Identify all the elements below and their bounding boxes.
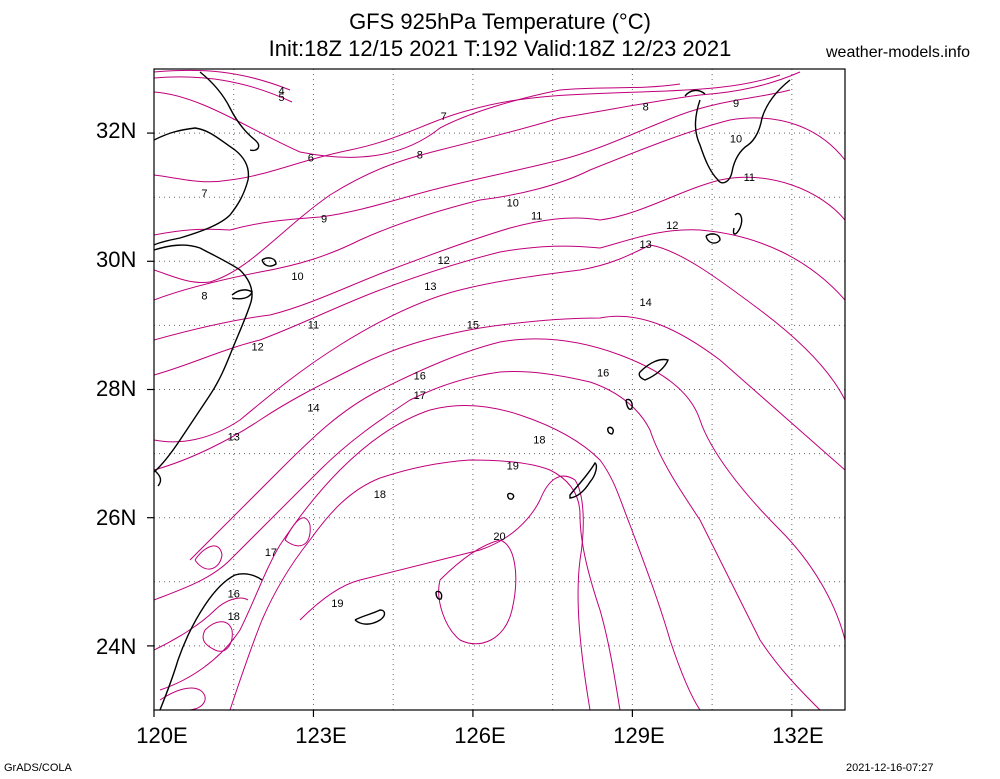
coast-okinawa [569,462,598,499]
coast-ireland-small-1 [638,358,669,381]
lat-label-28n: 28N [96,376,137,401]
isotherm-14 [154,315,845,471]
coast-china-north [154,127,250,246]
title-line-2: Init:18Z 12/15 2021 T:192 Valid:18Z 12/2… [268,36,732,61]
coast-kyushu [694,79,791,184]
isotherm-coast-17 [284,517,311,547]
contour-label: 12 [666,220,678,232]
contour-label: 14 [307,403,319,415]
contour-label: 16 [597,367,609,379]
contour-label: 18 [374,489,386,501]
isotherm-sw-19 [159,687,206,710]
coast-tanegashima [732,212,743,235]
contour-label: 5 [279,92,285,104]
isotherm-4 [154,69,291,91]
coast-zhoushan [231,289,253,300]
contour-label: 18 [533,435,545,447]
contour-label: 12 [438,255,450,267]
axis-ticks [147,132,793,717]
coast-fujian [154,469,162,487]
contour-label: 15 [467,319,479,331]
footer-timestamp: 2021-12-16-07:27 [846,762,934,774]
isotherm-20 [438,539,517,645]
isotherm-sw-16 [154,597,249,651]
footer-credit: GrADS/COLA [4,762,72,774]
contour-label: 13 [424,281,436,293]
contour-label: 7 [441,111,447,123]
contour-label: 10 [291,271,303,283]
contour-label: 8 [417,149,423,161]
coast-china-south [154,244,253,473]
lon-label-126e: 126E [454,723,506,748]
coast-yakushima [705,233,721,244]
coastlines [154,71,791,710]
isotherm-12 [154,229,845,376]
contour-label: 17 [265,547,277,559]
contour-label: 12 [252,342,264,354]
lon-label-132e: 132E [772,723,824,748]
coast-small-islet [507,492,515,500]
title-line-1: GFS 925hPa Temperature (°C) [349,9,651,34]
isotherm-17 [159,404,701,710]
isotherm-sw-18 [202,621,233,652]
contour-label: 6 [308,153,314,165]
lon-label-120e: 120E [136,723,188,748]
contour-label: 10 [507,198,519,210]
contour-labels: 45 6 7 7 8 8 8 9 9 10 10 10 11 11 11 12 12 12 13 13 13 14 14 15… [201,85,755,623]
coast-amami [625,398,633,410]
isotherm-coast-18 [194,545,223,570]
isotherm-16 [154,371,821,710]
lat-label-32n: 32N [96,118,137,143]
coast-ishigaki [354,609,386,625]
contour-label: 8 [643,101,649,113]
contour-label: 9 [321,214,327,226]
contour-label: 17 [414,390,426,402]
contour-label: 13 [640,239,652,251]
lon-label-129e: 129E [613,723,665,748]
contour-label: 9 [733,98,739,110]
lon-label-123e: 123E [295,723,347,748]
isotherm-6 [154,83,681,158]
lat-lon-grid [154,69,845,710]
contour-label: 13 [228,431,240,443]
contour-label: 18 [228,611,240,623]
isotherm-11 [154,176,845,341]
coast-miyako [435,590,443,600]
isotherm-9 [154,89,791,236]
contour-label: 16 [414,371,426,383]
contour-label: 14 [640,297,652,309]
contour-label: 8 [201,290,207,302]
contour-label: 11 [531,210,542,222]
isotherm-15 [189,338,845,641]
lat-label-30n: 30N [96,247,137,272]
temperature-contours [154,69,845,710]
contour-label: 16 [228,589,240,601]
coast-yangtze [199,71,260,152]
contour-label: 19 [331,598,343,610]
isotherm-8 [154,71,801,284]
coast-islands-east-china [261,257,277,267]
coast-korea-tip [684,89,706,97]
isotherm-19 [299,475,591,710]
site-label: weather-models.info [826,44,971,61]
contour-label: 19 [507,460,519,472]
coast-tokara [607,426,614,435]
contour-label: 4 [279,85,285,97]
isotherm-7 [154,74,781,183]
lat-label-24n: 24N [96,634,137,659]
isotherm-10 [154,117,845,301]
coast-taiwan [159,573,263,710]
isotherm-18 [229,459,621,710]
lat-label-26n: 26N [96,505,137,530]
contour-label: 11 [308,319,319,331]
contour-label: 7 [201,188,207,200]
contour-label: 10 [730,133,742,145]
contour-label: 11 [744,172,755,184]
isotherm-5 [154,76,293,103]
isotherm-13 [154,244,845,443]
contour-label: 20 [493,531,505,543]
